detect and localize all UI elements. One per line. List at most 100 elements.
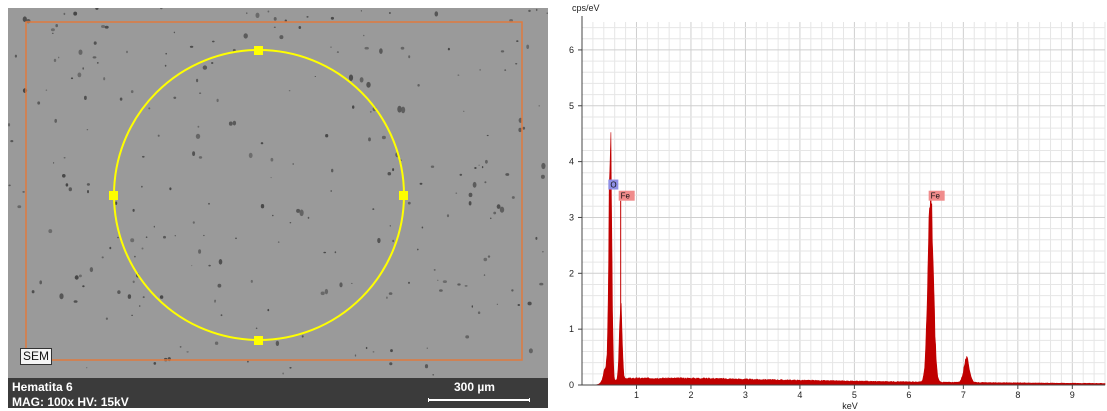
sem-speck xyxy=(192,221,195,224)
roi-handle-top[interactable] xyxy=(254,46,263,55)
sem-speck xyxy=(138,305,141,307)
x-axis-label: keV xyxy=(842,401,858,411)
sem-speck xyxy=(17,205,22,209)
sem-speck xyxy=(437,279,439,281)
sem-speck xyxy=(372,351,375,353)
sem-speck xyxy=(518,127,522,133)
sem-speck xyxy=(86,367,88,369)
sem-speck xyxy=(197,125,200,128)
sem-speck xyxy=(174,235,176,237)
sem-speck xyxy=(359,77,364,83)
sem-speck xyxy=(499,206,505,213)
sem-speck xyxy=(455,192,458,194)
sem-speck xyxy=(273,26,276,28)
sem-speck xyxy=(496,303,499,305)
sem-speck xyxy=(115,201,118,205)
sem-speck xyxy=(246,12,248,15)
sem-speck xyxy=(153,362,157,365)
sem-speck xyxy=(392,168,395,172)
magnification-voltage: MAG: 100x HV: 15kV xyxy=(12,395,129,408)
sem-speck xyxy=(77,72,82,78)
sem-speck xyxy=(314,76,316,77)
sem-speck xyxy=(330,46,332,48)
sem-speck xyxy=(386,296,388,299)
sem-speck xyxy=(528,9,531,12)
sem-speck xyxy=(198,249,202,254)
sem-speck xyxy=(8,184,11,187)
y-tick-label: 2 xyxy=(569,268,574,278)
sem-speck xyxy=(202,65,208,70)
sem-speck xyxy=(381,135,386,140)
sem-speck xyxy=(289,367,292,369)
sem-speck xyxy=(101,256,104,259)
sem-speck xyxy=(400,46,405,50)
sem-speck xyxy=(408,55,411,59)
sem-texture xyxy=(8,8,548,376)
sem-speck xyxy=(65,183,69,187)
peak-label-o[interactable]: O xyxy=(608,179,619,190)
sem-image: SEM xyxy=(8,8,548,378)
sem-speck xyxy=(463,110,465,112)
peak-label-fe[interactable]: Fe xyxy=(618,190,635,201)
sem-speck xyxy=(157,134,160,137)
sem-speck xyxy=(105,317,108,320)
sem-speck xyxy=(250,279,253,283)
roi-rectangle[interactable] xyxy=(25,21,523,361)
sem-speck xyxy=(500,50,505,53)
sem-speck xyxy=(457,283,461,286)
roi-handle-right[interactable] xyxy=(399,191,408,200)
sem-speck xyxy=(538,105,540,107)
y-tick-label: 3 xyxy=(569,212,574,222)
sem-speck xyxy=(277,241,280,244)
y-tick-label: 1 xyxy=(569,324,574,334)
sem-speck xyxy=(163,235,166,239)
sem-speck xyxy=(141,247,144,250)
sem-speck xyxy=(350,282,353,284)
y-axis-label: cps/eV xyxy=(572,3,600,13)
sem-speck xyxy=(235,237,237,240)
sem-speck xyxy=(474,167,477,169)
roi-handle-bottom[interactable] xyxy=(254,336,263,345)
sem-speck xyxy=(465,335,470,339)
sem-speck xyxy=(325,134,329,138)
sem-speck xyxy=(70,77,74,80)
sem-speck xyxy=(217,283,222,288)
sem-speck xyxy=(86,183,90,186)
sem-speck xyxy=(433,269,436,271)
x-tick-label: 6 xyxy=(906,390,911,400)
sem-speck xyxy=(354,354,357,357)
sem-speck xyxy=(37,101,41,105)
sem-speck xyxy=(54,118,57,123)
sem-speck xyxy=(417,84,420,87)
roi-handle-left[interactable] xyxy=(109,191,118,200)
roi-circle[interactable] xyxy=(113,49,405,341)
sem-speck xyxy=(132,280,135,284)
sem-speck xyxy=(267,10,270,13)
sem-speck xyxy=(478,164,480,166)
sem-speck xyxy=(292,163,295,165)
sem-speck xyxy=(117,290,121,294)
sem-speck xyxy=(59,293,64,300)
sem-speck xyxy=(468,201,472,206)
sem-speck xyxy=(298,26,302,29)
eds-spectrum-chart[interactable]: 1 2 3 4 5 6 7 8 9 0 1 2 3 4 5 6 O Fe Fe cps/eV keV xyxy=(560,0,1107,411)
sem-speck xyxy=(211,40,215,43)
sem-speck xyxy=(296,208,301,213)
sem-speck xyxy=(377,237,381,244)
sem-speck xyxy=(93,41,97,45)
sem-speck xyxy=(203,234,205,237)
sem-speck xyxy=(96,62,99,64)
sem-speck xyxy=(195,133,201,139)
sem-speck xyxy=(14,54,17,58)
sem-speck xyxy=(109,246,112,250)
sem-speck xyxy=(228,121,233,126)
sem-speck xyxy=(432,374,435,376)
sem-speck xyxy=(272,214,274,217)
y-tick-label: 0 xyxy=(569,380,574,390)
peak-label-box xyxy=(608,179,619,190)
sem-speck xyxy=(173,96,177,100)
sem-speck xyxy=(50,28,55,32)
sem-speck xyxy=(517,304,521,306)
sem-speck xyxy=(330,16,334,20)
peak-label-fe[interactable]: Fe xyxy=(928,190,945,201)
